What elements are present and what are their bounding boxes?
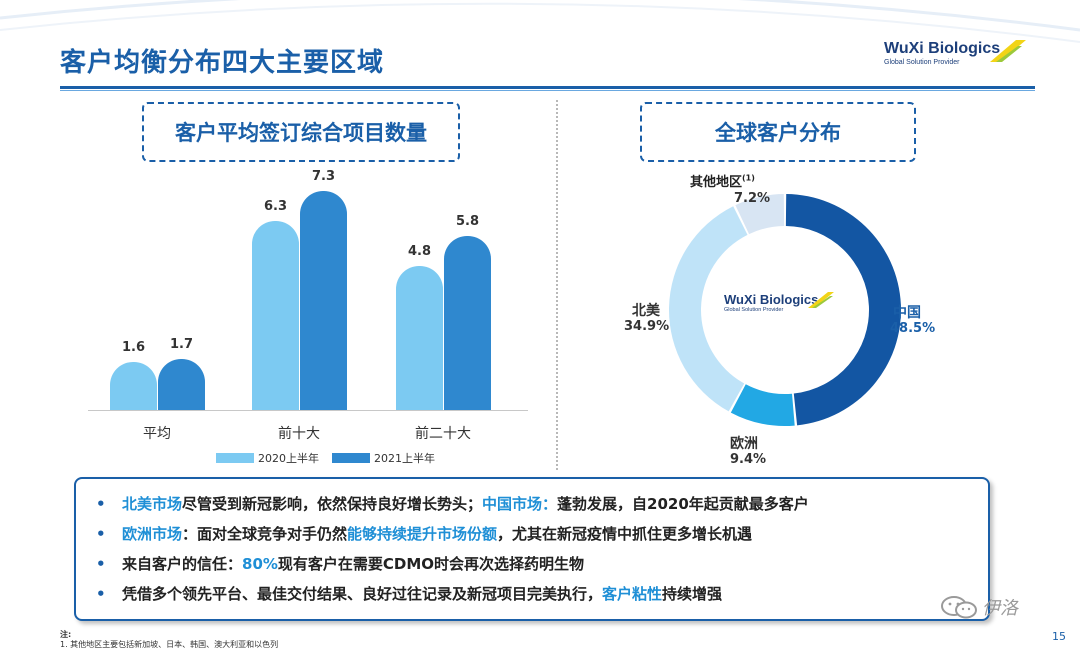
right-panel-title: 全球客户分布 (640, 102, 916, 162)
legend-swatch-2021 (332, 453, 370, 463)
title-underline (60, 86, 1035, 89)
key-point-0-segment-3: 蓬勃发展，自2020年起贡献最多客户 (557, 495, 809, 513)
key-point-0-segment-2: 中国市场： (482, 495, 558, 513)
watermark: 伊洛 (940, 594, 1018, 620)
donut-center-logo: WuXi Biologics Global Solution Provider (724, 292, 834, 313)
category-label-1: 前十大 (278, 426, 320, 442)
legend-swatch-2020 (216, 453, 254, 463)
bar-value-label-2-0: 4.8 (407, 244, 432, 259)
key-point-1: 欧洲市场：面对全球竞争对手仍然能够持续提升市场份额，尤其在新冠疫情中抓住更多增长… (96, 519, 988, 549)
center-logo-name: WuXi Biologics (724, 292, 819, 307)
logo-swoosh-icon (990, 40, 1026, 62)
slice-value-europe: 9.4% (730, 452, 767, 467)
key-point-1-segment-0: 欧洲市场 (122, 525, 183, 543)
slice-label-other: 其他地区(1) (690, 173, 755, 190)
category-label-0: 平均 (143, 426, 171, 442)
legend-item-2020: 2020上半年 (216, 450, 319, 466)
category-label-2: 前二十大 (415, 426, 471, 442)
key-point-1-segment-2: 能够持续提升市场份额 (347, 525, 498, 543)
key-point-2-segment-0: 来自客户的信任： (122, 555, 243, 573)
bar-value-label-1-1: 7.3 (311, 169, 336, 184)
bar-1-1 (300, 191, 347, 410)
key-point-0-segment-1: 尽管受到新冠影响，依然保持良好增长势头； (182, 495, 483, 513)
key-point-3-segment-1: 客户粘性 (602, 585, 663, 603)
key-point-2: 来自客户的信任：80%现有客户在需要CDMO时会再次选择药明生物 (96, 549, 988, 579)
center-logo-swoosh-icon (808, 292, 834, 308)
slice-label-north-america: 北美 (632, 303, 660, 319)
legend-label-2021: 2021上半年 (374, 452, 435, 465)
bar-1-0 (252, 221, 299, 410)
key-point-3-segment-2: 持续增强 (662, 585, 723, 603)
title-underline-thin (60, 90, 1035, 91)
key-point-1-segment-1: ：面对全球竞争对手仍然 (182, 525, 348, 543)
key-point-3: 凭借多个领先平台、最佳交付结果、良好过往记录及新冠项目完美执行，客户粘性持续增强 (96, 579, 988, 609)
donut-chart (669, 194, 901, 426)
slice-label-europe: 欧洲 (730, 436, 758, 452)
donut-slice-0 (785, 194, 901, 426)
logo-name: WuXi Biologics (884, 40, 1001, 57)
panel-divider (556, 100, 558, 470)
key-point-0-segment-0: 北美市场 (122, 495, 183, 513)
slice-value-other: 7.2% (734, 191, 771, 206)
key-point-2-segment-1: 80% (242, 555, 278, 573)
page-number: 15 (1052, 630, 1066, 643)
center-logo-subtitle: Global Solution Provider (724, 307, 784, 313)
key-point-2-segment-2: 现有客户在需要CDMO时会再次选择药明生物 (277, 555, 585, 573)
donut-slice-1 (730, 384, 795, 426)
bar-0-1 (158, 359, 205, 410)
legend-label-2020: 2020上半年 (258, 452, 319, 465)
legend-item-2021: 2021上半年 (332, 450, 435, 466)
key-point-3-segment-0: 凭借多个领先平台、最佳交付结果、良好过往记录及新冠项目完美执行， (122, 585, 603, 603)
bar-0-0 (110, 362, 157, 410)
bar-value-label-0-1: 1.7 (169, 337, 194, 352)
slice-value-china: 48.5% (890, 321, 936, 336)
page-title: 客户均衡分布四大主要区域 (60, 48, 385, 78)
footnote-text: 1. 其他地区主要包括新加坡、日本、韩国、澳大利亚和以色列 (60, 640, 279, 649)
bar-value-label-2-1: 5.8 (455, 214, 480, 229)
slice-label-china: 中国 (893, 305, 921, 321)
donut-slice-2 (669, 206, 748, 412)
watermark-text: 伊洛 (982, 598, 1018, 619)
key-points-list: 北美市场尽管受到新冠影响，依然保持良好增长势头；中国市场：蓬勃发展，自2020年… (76, 479, 988, 609)
bar-2-0 (396, 266, 443, 410)
wuxi-biologics-logo: WuXi Biologics Global Solution Provider (884, 40, 1026, 66)
wechat-icon (941, 596, 977, 619)
key-points-box: 北美市场尽管受到新冠影响，依然保持良好增长势头；中国市场：蓬勃发展，自2020年… (74, 477, 990, 621)
logo-subtitle: Global Solution Provider (884, 59, 960, 66)
x-axis-line (88, 410, 528, 411)
footnote: 注: 1. 其他地区主要包括新加坡、日本、韩国、澳大利亚和以色列 (60, 630, 278, 650)
bar-2-1 (444, 236, 491, 410)
slice-value-north-america: 34.9% (624, 319, 670, 334)
bar-value-label-0-0: 1.6 (121, 340, 146, 355)
key-point-0: 北美市场尽管受到新冠影响，依然保持良好增长势头；中国市场：蓬勃发展，自2020年… (96, 489, 988, 519)
bar-value-label-1-0: 6.3 (263, 199, 288, 214)
donut-slice-3 (735, 194, 785, 235)
left-panel-title: 客户平均签订综合项目数量 (142, 102, 460, 162)
key-point-1-segment-3: ，尤其在新冠疫情中抓住更多增长机遇 (497, 525, 753, 543)
footnote-title: 注: (60, 630, 72, 639)
